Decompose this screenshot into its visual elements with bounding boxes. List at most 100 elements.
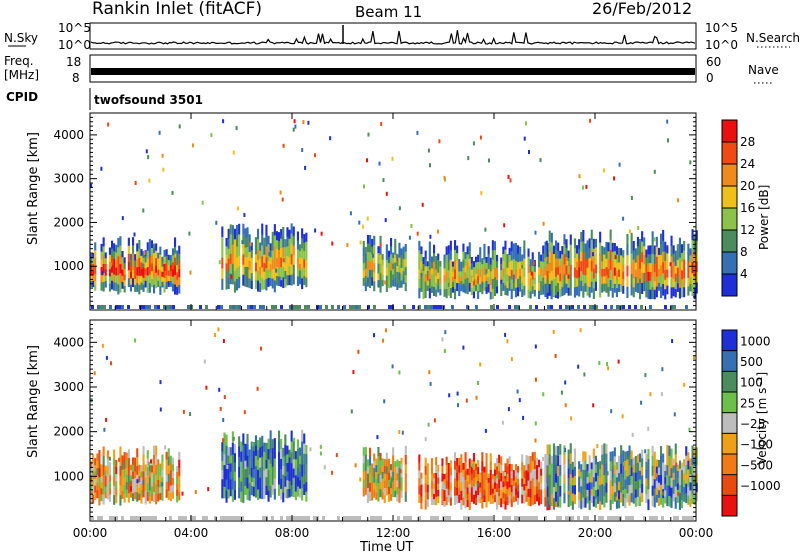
heatmap-cell <box>540 261 543 269</box>
heatmap-cell <box>92 494 95 504</box>
heatmap-speckle <box>444 330 447 335</box>
heatmap-cell <box>628 495 631 506</box>
heatmap-cell <box>435 262 438 270</box>
beam-title: Beam 11 <box>355 3 422 21</box>
heatmap-cell <box>433 261 436 271</box>
heatmap-cell <box>489 461 492 471</box>
ground-scatter <box>589 305 592 309</box>
heatmap-cell <box>305 250 308 261</box>
heatmap-speckle <box>570 416 573 421</box>
heatmap-cell <box>447 488 450 496</box>
heatmap-cell <box>466 468 469 476</box>
heatmap-cell <box>620 454 623 465</box>
heatmap-speckle <box>352 370 355 375</box>
heatmap-cell <box>653 272 656 282</box>
ground-scatter <box>484 516 487 520</box>
ground-scatter <box>664 305 667 309</box>
heatmap-cell <box>588 482 591 492</box>
heatmap-cell <box>244 452 247 462</box>
heatmap-cell <box>424 491 427 501</box>
heatmap-cell <box>379 263 382 274</box>
ground-scatter <box>280 305 283 309</box>
heatmap-cell <box>607 278 610 288</box>
heatmap-speckle <box>501 420 504 425</box>
heatmap-cell <box>221 268 224 280</box>
heatmap-cell <box>449 250 452 261</box>
heatmap-cell <box>146 267 149 277</box>
power-cbar-label: 28 <box>740 135 755 149</box>
heatmap-cell <box>683 480 686 488</box>
heatmap-speckle <box>171 190 174 195</box>
heatmap-cell <box>229 471 232 481</box>
heatmap-cell <box>487 253 490 262</box>
heatmap-cell <box>641 458 644 468</box>
heatmap-cell <box>269 485 272 498</box>
heatmap-speckle <box>223 395 226 399</box>
heatmap-cell <box>171 255 174 264</box>
heatmap-cell <box>140 471 143 479</box>
ground-scatter <box>478 516 481 520</box>
heatmap-speckle <box>222 339 225 343</box>
heatmap-cell <box>227 268 230 280</box>
heatmap-cell <box>687 252 690 262</box>
heatmap-cell <box>439 283 442 290</box>
heatmap-cell <box>523 258 526 269</box>
heatmap-cell <box>178 261 181 270</box>
heatmap-cell <box>100 470 103 478</box>
heatmap-cell <box>362 447 365 456</box>
heatmap-cell <box>362 240 365 249</box>
heatmap-cell <box>123 263 126 270</box>
heatmap-cell <box>449 460 452 469</box>
heatmap-cell <box>278 462 281 475</box>
heatmap-cell <box>512 274 515 284</box>
heatmap-cell <box>590 495 593 504</box>
heatmap-cell <box>592 486 595 498</box>
heatmap-cell <box>618 499 621 509</box>
heatmap-speckle <box>500 279 503 284</box>
heatmap-speckle <box>232 436 235 441</box>
heatmap-cell <box>666 485 669 496</box>
heatmap-cell <box>563 454 566 466</box>
ground-scatter <box>631 516 634 520</box>
power-cbar-label: 12 <box>740 223 755 237</box>
heatmap-cell <box>364 454 367 464</box>
heatmap-cell <box>400 261 403 269</box>
heatmap-cell <box>132 493 135 502</box>
heatmap-cell <box>529 472 532 482</box>
heatmap-speckle <box>655 473 658 478</box>
heatmap-cell <box>236 279 239 291</box>
heatmap-cell <box>424 466 427 476</box>
heatmap-cell <box>437 266 440 274</box>
heatmap-cell <box>624 470 627 481</box>
heatmap-cell <box>392 280 395 287</box>
heatmap-cell <box>144 477 147 485</box>
heatmap-cell <box>660 446 663 457</box>
heatmap-cell <box>557 496 560 507</box>
heatmap-cell <box>254 445 257 457</box>
heatmap-cell <box>555 464 558 475</box>
heatmap-cell <box>113 476 116 487</box>
heatmap-cell <box>90 495 93 504</box>
heatmap-cell <box>519 254 522 263</box>
heatmap-cell <box>613 267 616 277</box>
heatmap-cell <box>668 455 671 467</box>
heatmap-cell <box>521 254 524 263</box>
heatmap-cell <box>517 491 520 499</box>
heatmap-speckle <box>105 355 108 360</box>
heatmap-cell <box>550 478 553 488</box>
heatmap-cell <box>548 484 551 496</box>
heatmap-speckle <box>456 391 459 396</box>
ground-scatter <box>115 516 118 520</box>
heatmap-cell <box>517 466 520 474</box>
heatmap-cell <box>544 250 547 260</box>
heatmap-cell <box>394 262 397 271</box>
heatmap-cell <box>693 287 696 300</box>
heatmap-cell <box>265 278 268 291</box>
heatmap-cell <box>506 496 509 506</box>
heatmap-cell <box>643 246 646 256</box>
heatmap-cell <box>615 271 618 281</box>
heatmap-cell <box>379 245 382 256</box>
heatmap-cell <box>548 444 551 456</box>
heatmap-cell <box>456 253 459 262</box>
heatmap-cell <box>557 258 560 268</box>
